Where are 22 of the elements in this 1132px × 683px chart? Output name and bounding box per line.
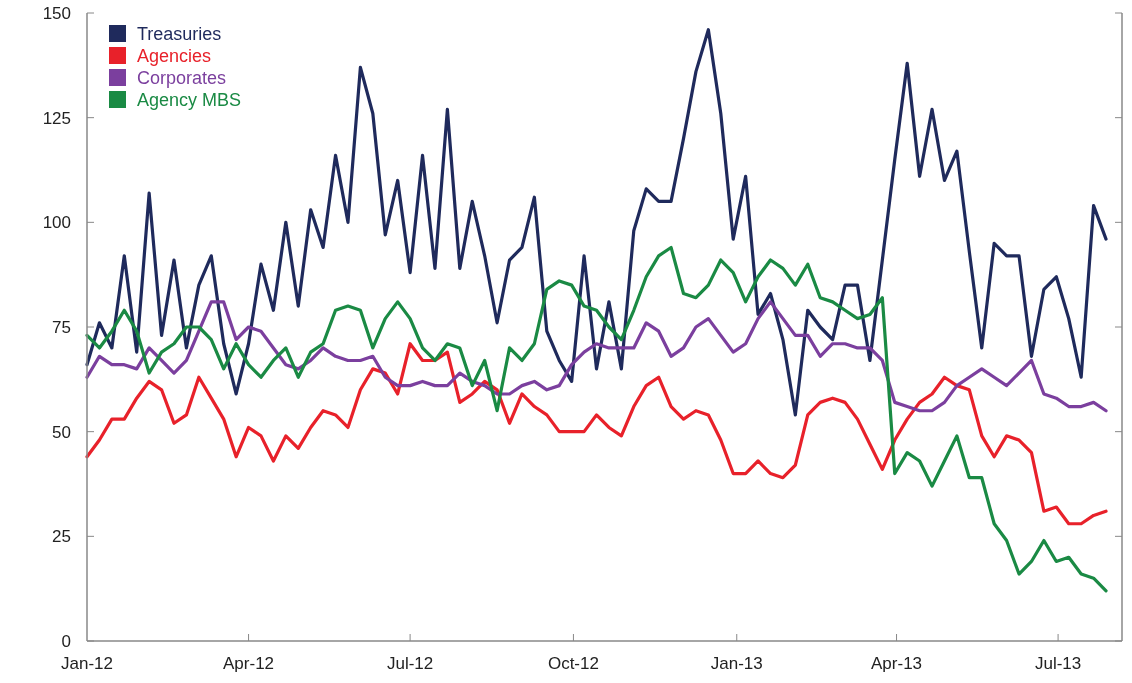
y-tick-label: 125 <box>42 108 71 128</box>
y-tick-label: 100 <box>42 213 71 233</box>
x-tick-label: Apr-12 <box>223 654 275 673</box>
legend-label: Agencies <box>137 46 212 67</box>
x-tick-label: Jan-13 <box>710 654 763 673</box>
line-series <box>85 28 1108 417</box>
legend-label: Agency MBS <box>137 90 242 111</box>
y-tick-label: 50 <box>52 422 71 442</box>
x-tick-label: Jan-12 <box>61 654 113 673</box>
y-tick-label: 0 <box>61 631 71 651</box>
x-tick-label: Apr-13 <box>871 654 923 673</box>
x-tick-label: Oct-12 <box>547 654 599 673</box>
legend-label: Corporates <box>137 68 227 89</box>
line-series <box>85 342 1108 526</box>
legend-label: Treasuries <box>137 24 222 45</box>
x-tick-label: Jul-13 <box>1034 654 1082 673</box>
line-series <box>85 245 1108 593</box>
x-tick-label: Jul-12 <box>386 654 434 673</box>
y-tick-label: 75 <box>52 317 71 337</box>
line-series <box>85 300 1108 413</box>
y-tick-label: 150 <box>42 3 71 23</box>
y-tick-label: 25 <box>52 527 71 547</box>
